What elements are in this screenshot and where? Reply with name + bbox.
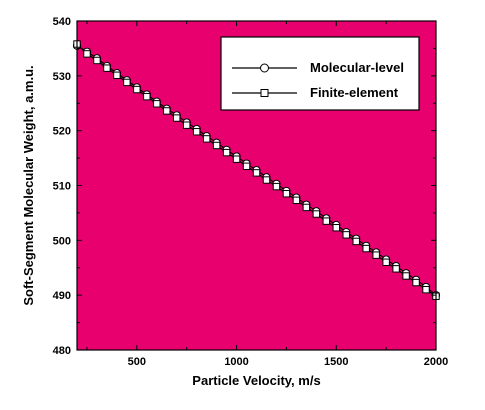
series-layer bbox=[72, 40, 441, 300]
data-point-finite-element bbox=[342, 231, 350, 239]
data-point-finite-element bbox=[242, 162, 251, 171]
legend-swatches bbox=[232, 63, 297, 97]
data-point-finite-element bbox=[382, 258, 390, 266]
y-tick-label: 510 bbox=[53, 181, 71, 193]
data-point-finite-element bbox=[182, 121, 191, 129]
legend-label-finite-element: Finite-element bbox=[310, 85, 399, 100]
y-tick-label: 490 bbox=[53, 290, 71, 302]
legend-label-molecular-level: Molecular-level bbox=[310, 60, 404, 75]
x-tick-label: 2000 bbox=[424, 356, 448, 368]
data-point-finite-element bbox=[282, 190, 291, 198]
data-point-finite-element bbox=[332, 224, 340, 232]
y-tick-label: 500 bbox=[53, 235, 71, 247]
y-tick-label: 530 bbox=[53, 71, 71, 83]
data-point-finite-element bbox=[402, 272, 410, 280]
data-point-finite-element bbox=[372, 251, 380, 259]
data-point-finite-element bbox=[202, 135, 211, 143]
data-point-finite-element bbox=[192, 128, 201, 136]
data-point-finite-element bbox=[262, 176, 271, 184]
y-tick-label: 520 bbox=[53, 126, 71, 138]
data-point-finite-element bbox=[412, 278, 420, 287]
data-point-finite-element bbox=[222, 148, 231, 157]
data-point-finite-element bbox=[302, 203, 311, 212]
legend-marker-molecular-level bbox=[260, 63, 269, 73]
data-point-finite-element bbox=[392, 265, 400, 273]
y-axis-title: Soft-Segment Molecular Weight, a.m.u. bbox=[21, 65, 36, 305]
data-point-finite-element bbox=[292, 196, 301, 205]
data-point-finite-element bbox=[312, 210, 321, 218]
data-point-finite-element bbox=[103, 64, 111, 72]
data-point-finite-element bbox=[113, 71, 121, 79]
data-point-finite-element bbox=[422, 285, 430, 294]
legend-marker-finite-element bbox=[260, 89, 269, 97]
data-point-finite-element bbox=[352, 237, 360, 246]
data-point-finite-element bbox=[322, 217, 331, 225]
data-point-finite-element bbox=[143, 92, 151, 101]
data-point-finite-element bbox=[173, 114, 181, 122]
x-tick-label: 500 bbox=[128, 356, 146, 368]
data-point-finite-element bbox=[83, 50, 91, 58]
legend-box bbox=[220, 36, 420, 111]
x-tick-label: 1000 bbox=[224, 356, 248, 368]
data-point-finite-element bbox=[362, 244, 370, 253]
data-point-finite-element bbox=[232, 155, 241, 163]
data-point-finite-element bbox=[252, 169, 261, 177]
data-point-finite-element bbox=[123, 78, 131, 87]
data-point-finite-element bbox=[153, 100, 161, 108]
legend: Molecular-level Finite-element bbox=[220, 36, 420, 111]
x-tick-label: 1500 bbox=[324, 356, 348, 368]
data-point-finite-element bbox=[212, 141, 221, 150]
ticks-layer: 480 490 500 510 520 530 540 500 1000 1500 2000 bbox=[53, 16, 449, 368]
y-tick-label: 540 bbox=[53, 16, 71, 28]
y-tick-label: 480 bbox=[53, 345, 71, 357]
data-point-finite-element bbox=[133, 85, 141, 94]
x-axis-title: Particle Velocity, m/s bbox=[192, 373, 320, 388]
data-point-finite-element bbox=[93, 56, 101, 65]
data-point-finite-element bbox=[163, 107, 171, 115]
data-point-finite-element bbox=[272, 182, 281, 191]
